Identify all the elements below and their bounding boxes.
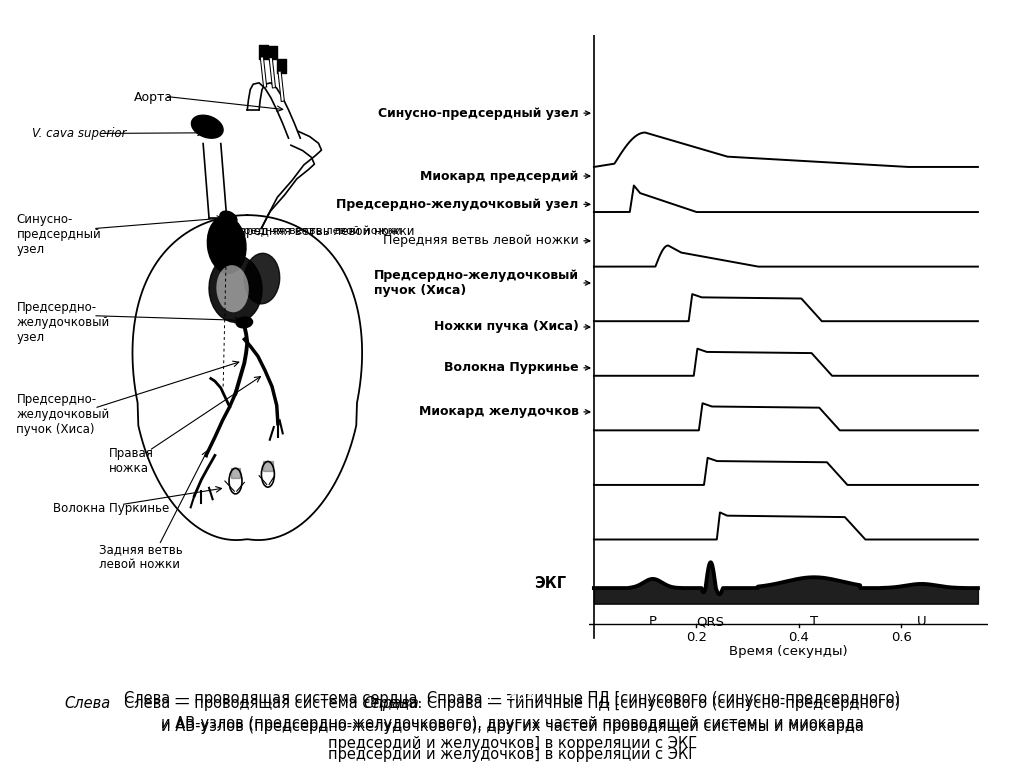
Text: Время (секунды): Время (секунды) — [729, 645, 848, 658]
Text: Миокард предсердий: Миокард предсердий — [420, 170, 579, 183]
Text: 0.6: 0.6 — [891, 630, 911, 644]
Ellipse shape — [207, 216, 246, 273]
Ellipse shape — [191, 115, 223, 138]
Text: Аорта: Аорта — [133, 91, 173, 104]
Text: Предсердно-
желудочковый
узел: Предсердно- желудочковый узел — [16, 301, 110, 344]
Text: Передняя ветвь левой ножки: Передняя ветвь левой ножки — [383, 234, 579, 247]
Ellipse shape — [220, 211, 237, 225]
Text: T: T — [810, 615, 818, 628]
Text: Справа: Справа — [364, 696, 419, 711]
Text: Правая
ножка: Правая ножка — [109, 447, 154, 475]
Text: Ножки пучка (Хиса): Ножки пучка (Хиса) — [434, 321, 579, 334]
Text: Передняя ветвь левой ножки: Передняя ветвь левой ножки — [228, 226, 402, 236]
Text: ЭКГ: ЭКГ — [534, 577, 565, 591]
Text: Предсердно-желудочковый
пучок (Хиса): Предсердно-желудочковый пучок (Хиса) — [374, 269, 579, 297]
Text: Волокна Пуркинье: Волокна Пуркинье — [53, 502, 169, 515]
Text: Слева: Слева — [488, 691, 536, 706]
Text: Слева — проводящая система сердца. Справа — типичные ПД [синусового (синусно-пре: Слева — проводящая система сердца. Справ… — [124, 696, 900, 711]
Text: Задняя ветвь
левой ножки: Задняя ветвь левой ножки — [99, 543, 183, 571]
Ellipse shape — [245, 253, 280, 304]
Ellipse shape — [216, 265, 249, 312]
Text: и АВ-узлов (предсердно-желудочкового), других частей проводящей системы и миокар: и АВ-узлов (предсердно-желудочкового), д… — [161, 719, 863, 734]
Text: Слева — проводящая система сердца. Справа — типичные ПД [синусового (синусно-пре: Слева — проводящая система сердца. Справ… — [124, 691, 900, 706]
Text: P: P — [649, 615, 656, 628]
Text: Предсердно-желудочковый узел: Предсердно-желудочковый узел — [336, 198, 579, 211]
Text: QRS: QRS — [696, 615, 725, 628]
Text: Передняя ветвь левой ножки: Передняя ветвь левой ножки — [229, 225, 414, 238]
Text: Слева: Слева — [65, 696, 111, 711]
Text: Предсердно-
желудочковый
пучок (Хиса): Предсердно- желудочковый пучок (Хиса) — [16, 393, 110, 436]
Ellipse shape — [209, 255, 262, 322]
Text: и АВ-узлов (предсердно-желудочкового), других частей проводящей системы и миокар: и АВ-узлов (предсердно-желудочкового), д… — [161, 716, 863, 731]
Ellipse shape — [237, 317, 253, 328]
Text: U: U — [916, 615, 927, 628]
Text: Синусно-
предсердный
узел: Синусно- предсердный узел — [16, 213, 101, 256]
Text: 0.4: 0.4 — [788, 630, 809, 644]
Text: Синусно-предсердный узел: Синусно-предсердный узел — [378, 107, 579, 120]
Text: предсердий и желудочков] в корреляции с ЭКГ: предсердий и желудочков] в корреляции с … — [328, 736, 696, 751]
Text: 0.2: 0.2 — [686, 630, 707, 644]
Text: Миокард желудочков: Миокард желудочков — [419, 406, 579, 418]
Text: Волокна Пуркинье: Волокна Пуркинье — [444, 361, 579, 374]
Text: V. cava superior: V. cava superior — [33, 127, 127, 140]
Text: предсердий и желудочков] в корреляции с ЭКГ: предсердий и желудочков] в корреляции с … — [328, 747, 696, 762]
